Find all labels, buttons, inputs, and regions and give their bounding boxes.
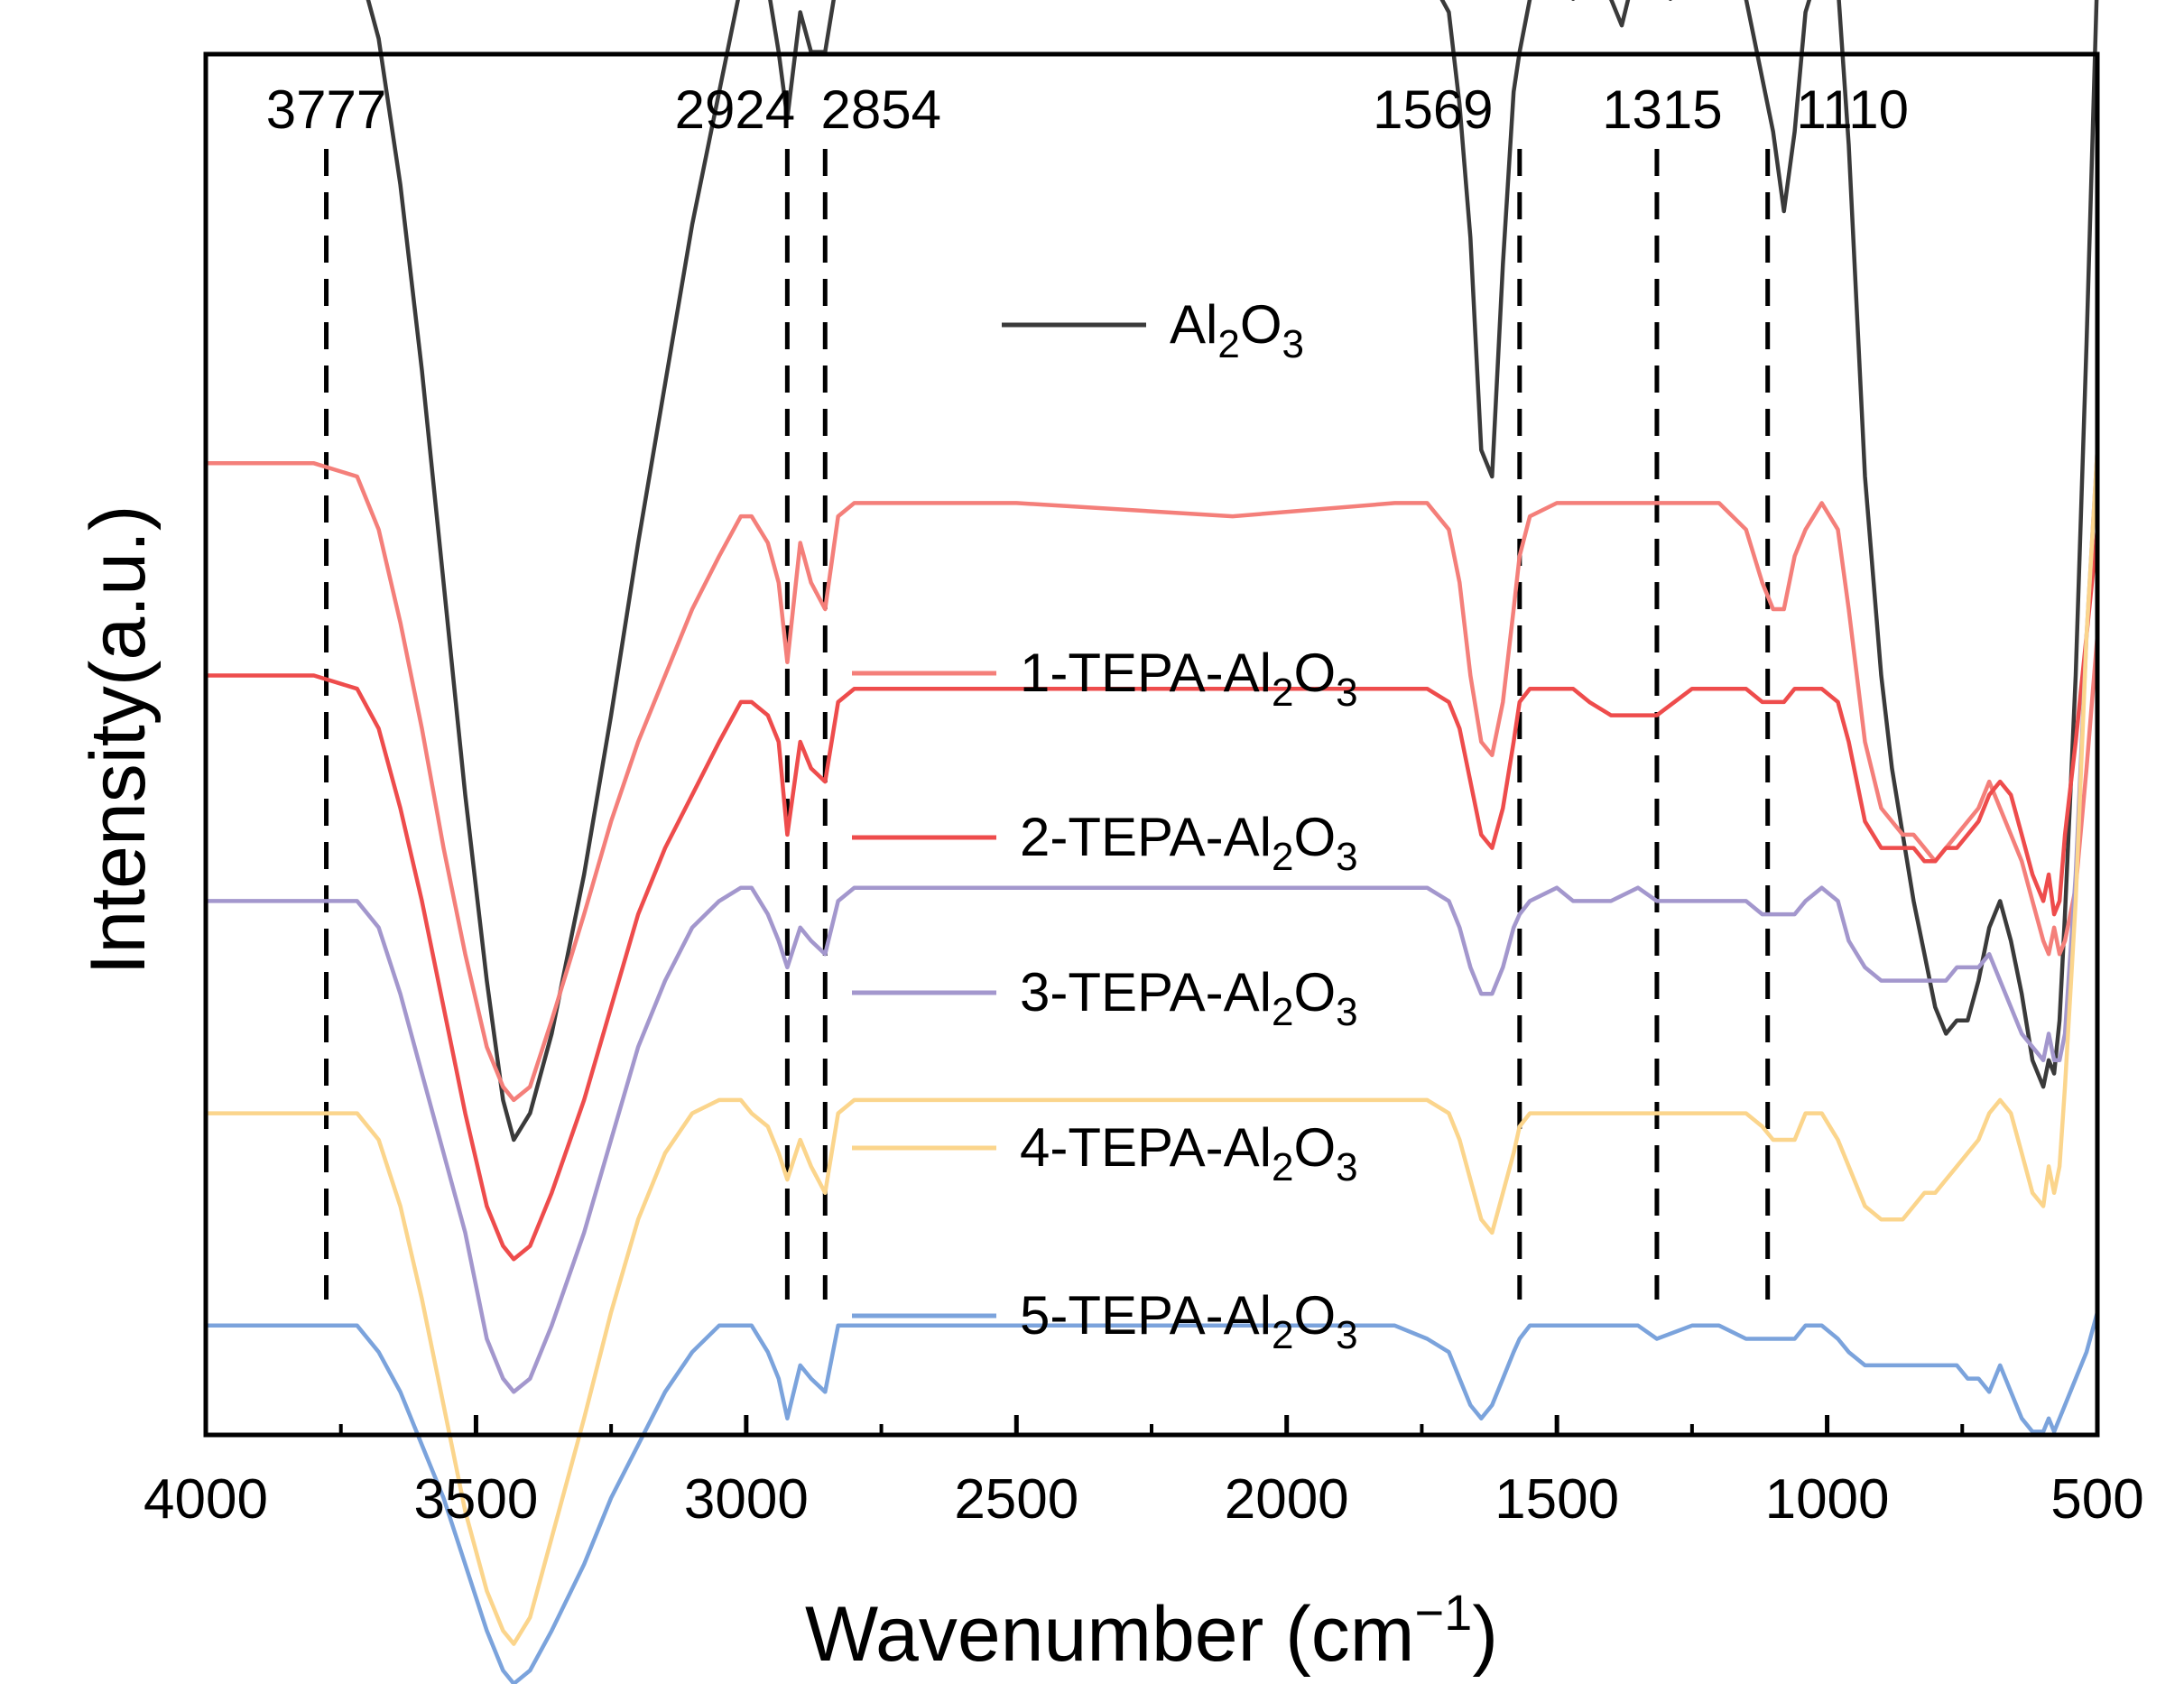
legend-label: Al2O3: [1170, 294, 1304, 366]
peak-labels: 3777 2924 2854 1569 1315 1110: [266, 79, 1909, 140]
legend-label: 4-TEPA-Al2O3: [1020, 1117, 1358, 1189]
x-tick-label: 1500: [1495, 1468, 1619, 1531]
x-tick-label: 3500: [413, 1468, 538, 1531]
y-axis-title: Intensity(a.u.): [75, 505, 162, 976]
x-tick-label: 1000: [1765, 1468, 1890, 1531]
peak-label-1110: 1110: [1796, 79, 1909, 140]
x-tick-label: 2000: [1225, 1468, 1349, 1531]
series-line-2-tepa-al2o3: [206, 529, 2100, 1262]
x-axis-title: Wavenumber (cm−1): [805, 1584, 1498, 1678]
x-tick-label: 500: [2050, 1468, 2143, 1531]
x-axis-ticks: 4000 3500 3000 2500 2000 1500 1000 500: [143, 1415, 2144, 1531]
legend-label: 3-TEPA-Al2O3: [1020, 962, 1358, 1034]
series-line-al2o3: [366, 0, 2099, 1143]
series-line-1-tepa-al2o3: [206, 461, 2100, 1103]
x-tick-label: 2500: [954, 1468, 1078, 1531]
peak-label-2854: 2854: [821, 79, 941, 140]
legend-label: 2-TEPA-Al2O3: [1020, 807, 1358, 879]
series-line-3-tepa-al2o3: [206, 449, 2100, 1394]
x-tick-label: 4000: [143, 1468, 268, 1531]
legend-label: 1-TEPA-Al2O3: [1020, 643, 1358, 715]
peak-label-1315: 1315: [1602, 79, 1722, 140]
series-lines: [206, 0, 2100, 1684]
peak-label-2924: 2924: [675, 79, 795, 140]
x-tick-label: 3000: [684, 1468, 809, 1531]
peak-label-3777: 3777: [266, 79, 386, 140]
series-line-4-tepa-al2o3: [206, 449, 2100, 1646]
series-line-5-tepa-al2o3: [206, 1311, 2100, 1684]
peak-label-1569: 1569: [1373, 79, 1493, 140]
reference-lines: [324, 149, 1771, 1300]
legend: Al2O3 1-TEPA-Al2O3 2-TEPA-Al2O3 3-TEPA-Al2O…: [852, 294, 1358, 1357]
legend-label: 5-TEPA-Al2O3: [1020, 1285, 1358, 1357]
